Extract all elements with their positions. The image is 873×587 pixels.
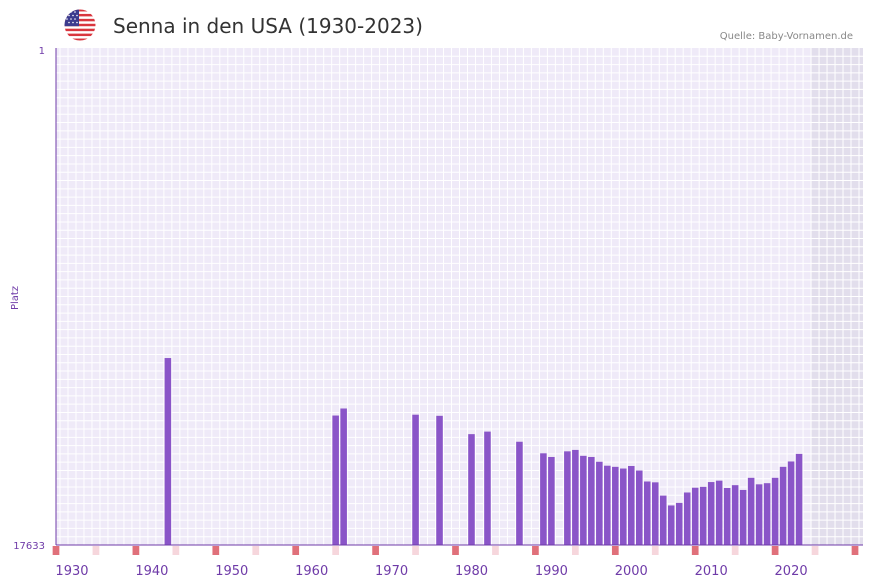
bar-1996: 1996: 14680: [596, 461, 603, 545]
half-decade-marker: [172, 546, 180, 555]
bar-2005: 2005: 16230: [667, 505, 675, 545]
bar-2014: 2014: 15680: [739, 489, 747, 545]
y-axis-label: Platz: [10, 286, 21, 310]
x-tick-label-1990: 1990: [535, 564, 568, 579]
x-tick-label-1950: 1950: [215, 564, 248, 579]
y-tick-label-bottom: 17633: [13, 541, 45, 552]
source-credit: Quelle: Baby-Vornamen.de: [719, 31, 853, 42]
decade-markers: [52, 546, 859, 555]
decade-marker: [132, 546, 140, 555]
bar-2003: 2003: 15410: [651, 482, 659, 545]
bar-series: 1942: 11000 1963: 130401964: 12790 1973: 1…: [164, 358, 803, 545]
bar-2011: 2011: 15350: [715, 480, 723, 545]
decade-marker: [52, 546, 60, 555]
bar-2009: 2009: 15570: [699, 486, 707, 545]
x-tick-label-1970: 1970: [375, 564, 408, 579]
bar-2017: 2017: 15440: [763, 483, 771, 545]
half-decade-marker: [492, 546, 499, 555]
decade-marker: [691, 546, 699, 555]
decade-marker: [292, 546, 300, 555]
decade-marker: [452, 546, 459, 555]
bar-1942: 1942: 11000: [164, 358, 172, 545]
bar-2004: 2004: 15880: [659, 495, 667, 545]
bar-2021: 2021: 14400: [795, 453, 803, 545]
bar-2019: 2019: 14860: [779, 466, 787, 545]
half-decade-marker: [811, 546, 819, 555]
plot-axes: [55, 48, 863, 546]
axis-labels: 1 17633 Platz 1930 1940 1950 1960 1970 1980 19…: [10, 46, 808, 579]
x-tick-label-1940: 1940: [135, 564, 168, 579]
decade-marker: [532, 546, 539, 555]
decade-marker: [372, 546, 379, 555]
half-decade-marker: [572, 546, 579, 555]
bar-2012: 2012: 15610: [723, 487, 731, 545]
y-tick-label-top: 1: [39, 46, 45, 57]
half-decade-marker: [412, 546, 419, 555]
decade-marker: [611, 546, 619, 555]
bar-1973: 1973: 13010: [412, 414, 419, 545]
decade-marker: [771, 546, 779, 555]
bar-1963: 1963: 13040: [332, 415, 339, 545]
bar-2020: 2020: 14670: [787, 461, 795, 545]
half-decade-marker: [651, 546, 659, 555]
bar-1986: 1986: 13970: [516, 441, 523, 545]
bar-2016: 2016: 15480: [755, 484, 763, 545]
bar-2008: 2008: 15600: [691, 487, 699, 545]
bar-1997: 1997: 14820: [604, 465, 611, 545]
bar-2002: 2002: 15380: [643, 481, 651, 545]
bar-1998: 1998: 14860: [612, 466, 619, 545]
half-decade-marker: [731, 546, 739, 555]
decade-marker: [212, 546, 220, 555]
x-tick-label-1930: 1930: [55, 564, 88, 579]
bar-1999: 1999: 14920: [620, 468, 627, 545]
x-tick-label-2010: 2010: [695, 564, 728, 579]
half-decade-marker: [332, 546, 340, 555]
x-tick-label-1960: 1960: [295, 564, 328, 579]
bar-1980: 1980: 13700: [468, 434, 475, 545]
half-decade-marker: [252, 546, 260, 555]
us-flag-icon: [64, 9, 96, 41]
x-tick-label-2000: 2000: [615, 564, 648, 579]
bar-1964: 1964: 12790: [340, 408, 347, 545]
bar-1976: 1976: 13050: [436, 415, 443, 545]
x-tick-label-2020: 2020: [775, 564, 808, 579]
bar-2006: 2006: 16140: [675, 502, 683, 545]
bar-2010: 2010: 15400: [707, 482, 715, 545]
half-decade-marker: [92, 546, 100, 555]
decade-marker: [851, 546, 859, 555]
bar-2000: 2000: 14830: [628, 465, 635, 545]
bar-2015: 2015: 15250: [747, 477, 755, 545]
bar-2013: 2013: 15510: [731, 485, 739, 545]
bar-1995: 1995: 14510: [588, 456, 595, 545]
bar-1982: 1982: 13610: [484, 431, 491, 545]
bar-1989: 1989: 14380: [540, 453, 547, 545]
bar-2007: 2007: 15770: [683, 492, 691, 545]
bar-2018: 2018: 15250: [771, 477, 779, 545]
bar-1992: 1992: 14310: [564, 451, 571, 545]
x-tick-label-1980: 1980: [455, 564, 488, 579]
bar-2001: 2001: 14990: [636, 470, 643, 545]
bar-1990: 1990: 14510: [548, 456, 555, 545]
bar-1994: 1994: 14470: [580, 455, 587, 545]
chart-title: Senna in den USA (1930-2023): [113, 14, 423, 38]
plot-grid: [56, 48, 863, 545]
bar-1993: 1993: 14260: [572, 449, 579, 545]
